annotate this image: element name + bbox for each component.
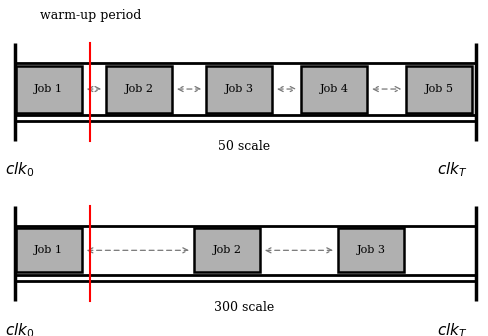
Text: Job 1: Job 1 — [34, 245, 63, 255]
Bar — [106, 66, 172, 113]
Bar — [302, 66, 367, 113]
Text: Job 1: Job 1 — [34, 84, 63, 94]
Bar — [206, 66, 272, 113]
Text: 300 scale: 300 scale — [214, 301, 274, 314]
Text: Job 4: Job 4 — [320, 84, 349, 94]
Text: Job 5: Job 5 — [425, 84, 454, 94]
Text: Job 3: Job 3 — [356, 245, 386, 255]
Bar — [16, 228, 82, 272]
Text: Job 3: Job 3 — [224, 84, 254, 94]
Text: $clk_{T}$: $clk_{T}$ — [437, 160, 468, 179]
Text: $clk_{T}$: $clk_{T}$ — [437, 322, 468, 336]
Text: Job 2: Job 2 — [124, 84, 154, 94]
Bar — [194, 228, 260, 272]
Bar — [16, 66, 82, 113]
Bar — [406, 66, 472, 113]
Text: warm-up period: warm-up period — [40, 9, 141, 22]
Text: $clk_{0}$: $clk_{0}$ — [5, 322, 35, 336]
Text: 50 scale: 50 scale — [218, 140, 270, 153]
Bar — [338, 228, 404, 272]
Text: Job 2: Job 2 — [212, 245, 242, 255]
Text: $clk_{0}$: $clk_{0}$ — [5, 160, 35, 179]
